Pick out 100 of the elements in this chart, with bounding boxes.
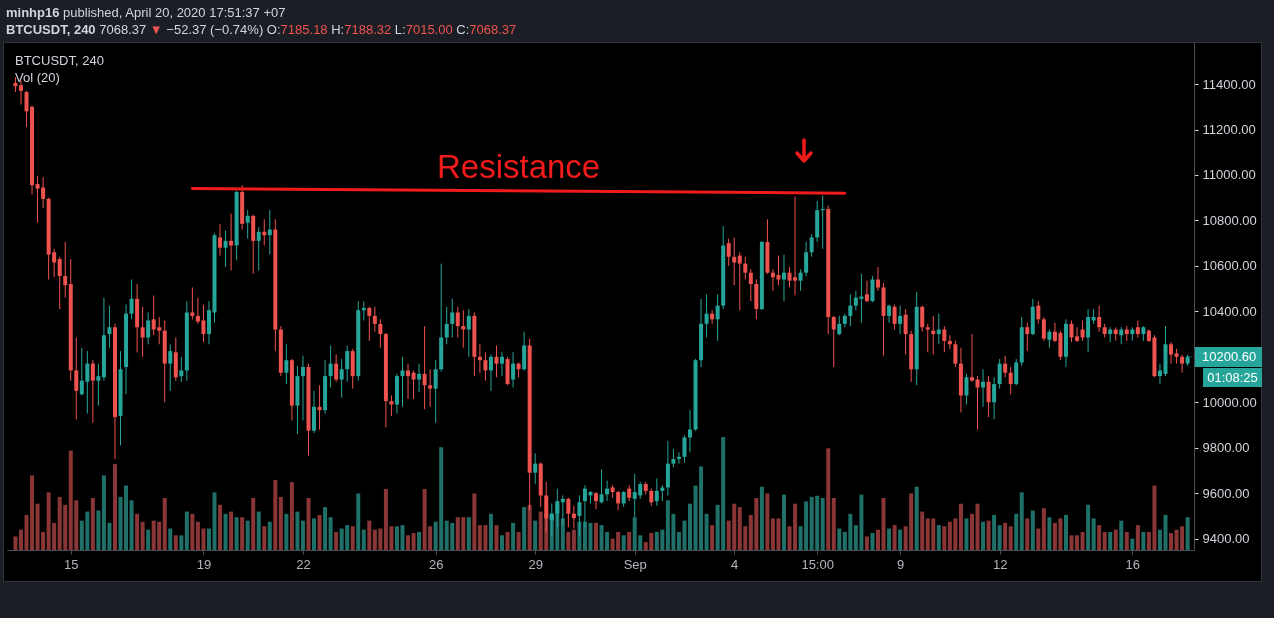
candlestick: [140, 306, 145, 358]
bar: [522, 507, 527, 550]
x-tick-label: 26: [428, 556, 444, 572]
candlestick: [461, 309, 466, 349]
candlestick: [870, 275, 875, 303]
x-tick-label: 29: [528, 556, 543, 572]
candlestick: [831, 315, 836, 368]
bar: [981, 521, 986, 550]
candlestick: [18, 80, 23, 106]
bar: [267, 521, 272, 550]
text: 01:08:25: [1203, 367, 1262, 387]
bar: [1157, 529, 1162, 550]
bar: [1086, 504, 1091, 550]
candlestick: [367, 306, 372, 342]
bar: [566, 531, 571, 550]
bar: [289, 482, 294, 550]
bar: [1080, 531, 1085, 550]
bar: [500, 535, 505, 550]
x-tick-label: 16: [1125, 556, 1141, 572]
candlestick: [1097, 305, 1102, 333]
candlestick: [90, 359, 95, 424]
bar: [1008, 526, 1013, 550]
bar: [1113, 529, 1118, 550]
bar: [1019, 492, 1024, 550]
bar: [406, 535, 411, 550]
bar: [621, 535, 626, 550]
bar: [240, 517, 245, 550]
bar: [710, 525, 715, 550]
candlestick: [334, 354, 339, 383]
candlestick: [466, 308, 471, 358]
bar: [168, 528, 173, 550]
x-tick-label: Sep: [623, 556, 647, 572]
y-tick-label: 9800.00: [1202, 440, 1250, 456]
candlestick: [942, 325, 947, 353]
candlestick: [417, 363, 422, 393]
candlestick: [1036, 300, 1041, 325]
bar: [1169, 533, 1174, 550]
annotation: 10200.60: [1195, 346, 1262, 367]
bar: [361, 529, 366, 550]
bar: [90, 498, 95, 550]
bar: [881, 498, 886, 550]
candlestick: [190, 286, 195, 320]
candlestick: [433, 359, 438, 424]
candlestick: [925, 323, 930, 353]
bar: [1036, 528, 1041, 550]
candlestick: [1041, 316, 1046, 342]
bar: [234, 517, 239, 550]
bar: [18, 529, 23, 550]
bar: [765, 493, 770, 550]
x-tick-label: 15:00: [801, 556, 834, 572]
bar: [488, 513, 493, 550]
x-tick-label: 22: [296, 556, 311, 572]
bar: [516, 531, 521, 550]
candlestick: [206, 300, 211, 345]
candlestick: [903, 308, 908, 356]
candlestick: [682, 434, 687, 463]
bar: [173, 535, 178, 550]
bar: [1014, 513, 1019, 550]
candlestick: [488, 354, 493, 392]
candlestick: [444, 306, 449, 345]
y-tick-label: 11400.00: [1202, 76, 1256, 92]
bar: [494, 525, 499, 550]
text: minhp16 published, April 20, 2020 17:51:37 +07: [6, 5, 286, 20]
bar: [1135, 525, 1140, 550]
bar: [831, 498, 836, 550]
candlestick: [920, 305, 925, 333]
candlestick: [986, 375, 991, 418]
y-tick-label: 11000.00: [1202, 167, 1256, 183]
bar: [997, 525, 1002, 550]
candlestick: [422, 325, 427, 410]
candlestick: [1169, 341, 1174, 365]
bar: [206, 528, 211, 550]
bar: [1003, 522, 1008, 550]
candlestick: [411, 369, 416, 400]
text: BTCUSDT, 240: [15, 53, 104, 68]
bar: [992, 514, 997, 550]
bar: [969, 513, 974, 550]
bar: [887, 528, 892, 550]
candlestick: [494, 344, 499, 378]
candlestick: [743, 256, 748, 281]
candlestick: [378, 318, 383, 349]
candlestick: [704, 293, 709, 338]
candlestick: [129, 279, 134, 320]
bar: [936, 525, 941, 550]
candlestick: [1135, 319, 1140, 338]
bar: [704, 513, 709, 550]
bar: [1102, 531, 1107, 550]
candlestick: [1008, 366, 1013, 395]
bar: [146, 529, 151, 550]
candlestick: [737, 251, 742, 311]
bar: [975, 503, 980, 550]
bar: [892, 525, 897, 550]
bar: [312, 518, 317, 550]
candlestick: [339, 358, 344, 399]
candlestick: [997, 358, 1002, 390]
bar: [278, 496, 283, 550]
bar: [245, 520, 250, 550]
candlestick: [389, 394, 394, 417]
bar: [1163, 514, 1168, 550]
x-tick-label: 15: [64, 556, 79, 572]
